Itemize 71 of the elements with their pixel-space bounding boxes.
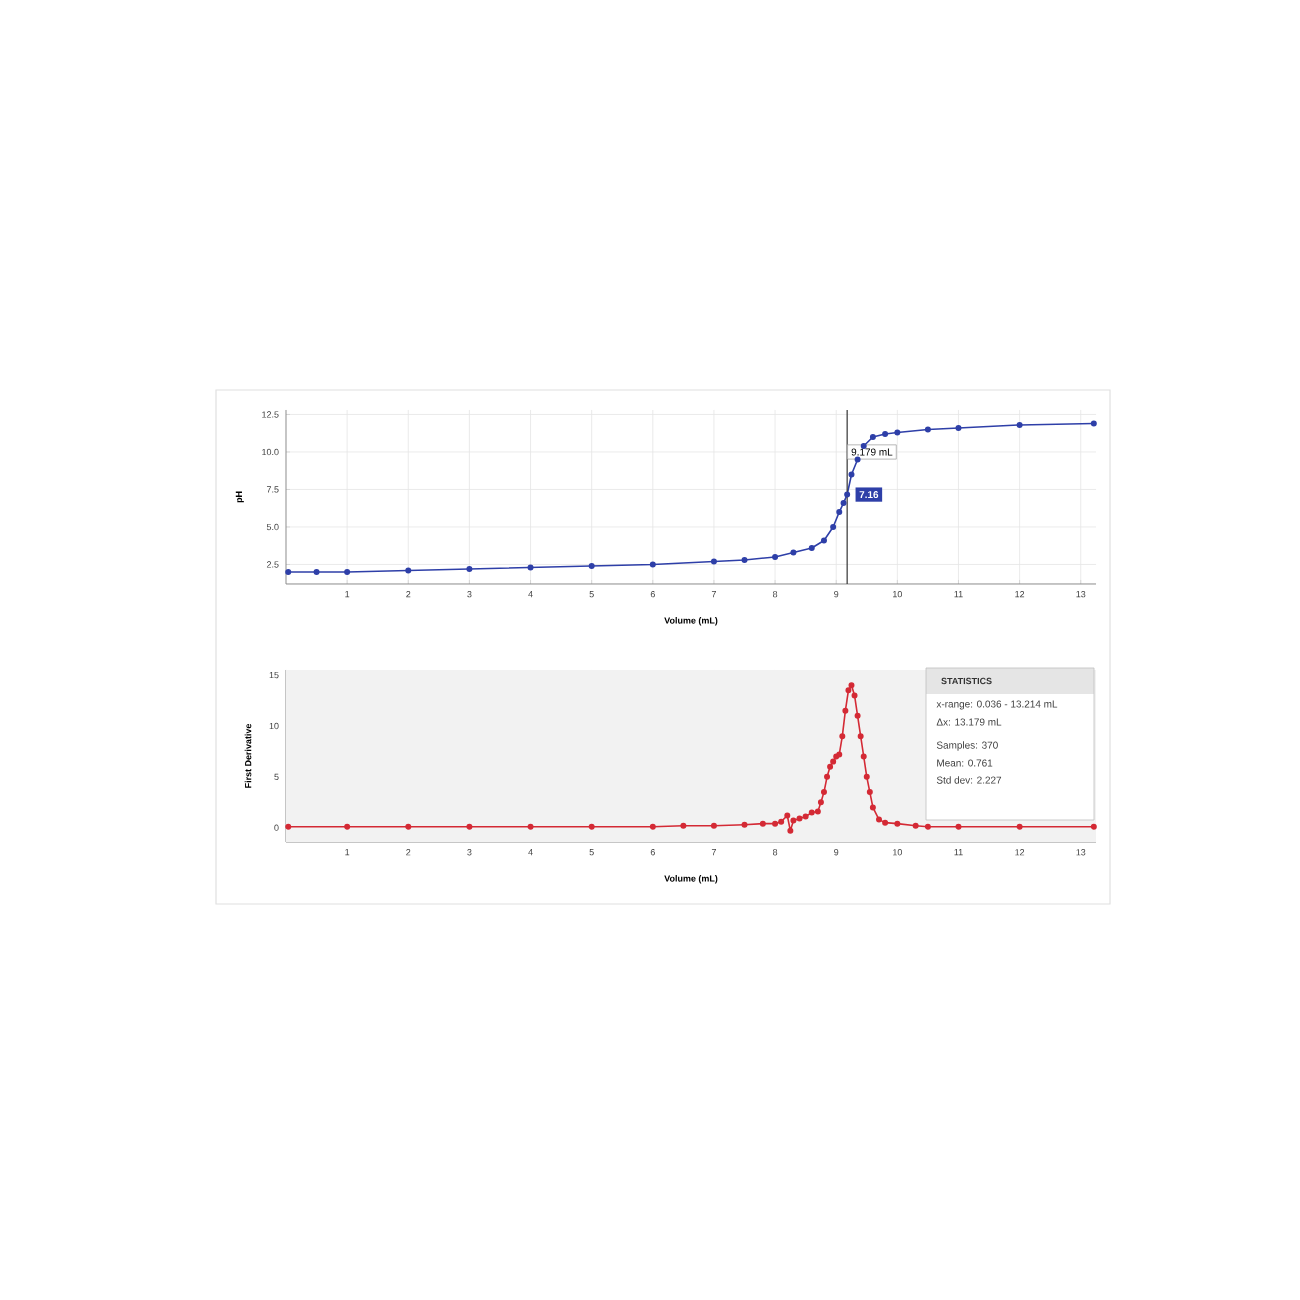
point [839, 733, 846, 740]
point [854, 712, 861, 719]
point [588, 823, 595, 830]
point [820, 537, 827, 544]
point [869, 433, 876, 440]
point [894, 429, 901, 436]
point [830, 758, 837, 765]
point [912, 822, 919, 829]
point [790, 549, 797, 556]
point [848, 682, 855, 689]
point [285, 568, 292, 575]
point [882, 819, 889, 826]
point [405, 567, 412, 574]
point [1090, 420, 1097, 427]
point [955, 424, 962, 431]
point [649, 823, 656, 830]
point [796, 815, 803, 822]
point [851, 692, 858, 699]
point [772, 553, 779, 560]
point [882, 430, 889, 437]
point [845, 687, 852, 694]
point [802, 813, 809, 820]
point [787, 827, 794, 834]
point [924, 426, 931, 433]
point [840, 499, 847, 506]
point [844, 491, 851, 498]
point [778, 818, 785, 825]
point [824, 773, 831, 780]
point [527, 564, 534, 571]
point [527, 823, 534, 830]
point [808, 544, 815, 551]
point [848, 471, 855, 478]
point [830, 523, 837, 530]
point [344, 568, 351, 575]
point [866, 789, 873, 796]
point [820, 789, 827, 796]
point [1016, 421, 1023, 428]
point [344, 823, 351, 830]
point [836, 508, 843, 515]
point [588, 562, 595, 569]
point [955, 823, 962, 830]
point [876, 816, 882, 823]
point [1090, 823, 1097, 830]
point [710, 822, 717, 829]
point [313, 568, 320, 575]
point [814, 808, 821, 815]
point [894, 820, 901, 827]
point [808, 809, 815, 816]
point [784, 812, 791, 819]
point [741, 556, 748, 563]
point [741, 821, 748, 828]
point [817, 799, 824, 806]
point [790, 817, 797, 824]
point [924, 823, 931, 830]
point [1016, 823, 1023, 830]
point [405, 823, 412, 830]
point [680, 822, 687, 829]
point [772, 820, 779, 827]
point [842, 707, 849, 714]
point [710, 558, 717, 565]
point [857, 733, 864, 740]
point [759, 820, 766, 827]
point [649, 561, 656, 568]
point [863, 773, 870, 780]
point [827, 763, 834, 770]
point [466, 565, 473, 572]
point [854, 456, 861, 463]
point [285, 823, 292, 830]
point [466, 823, 473, 830]
point [869, 804, 876, 811]
point [860, 753, 867, 760]
